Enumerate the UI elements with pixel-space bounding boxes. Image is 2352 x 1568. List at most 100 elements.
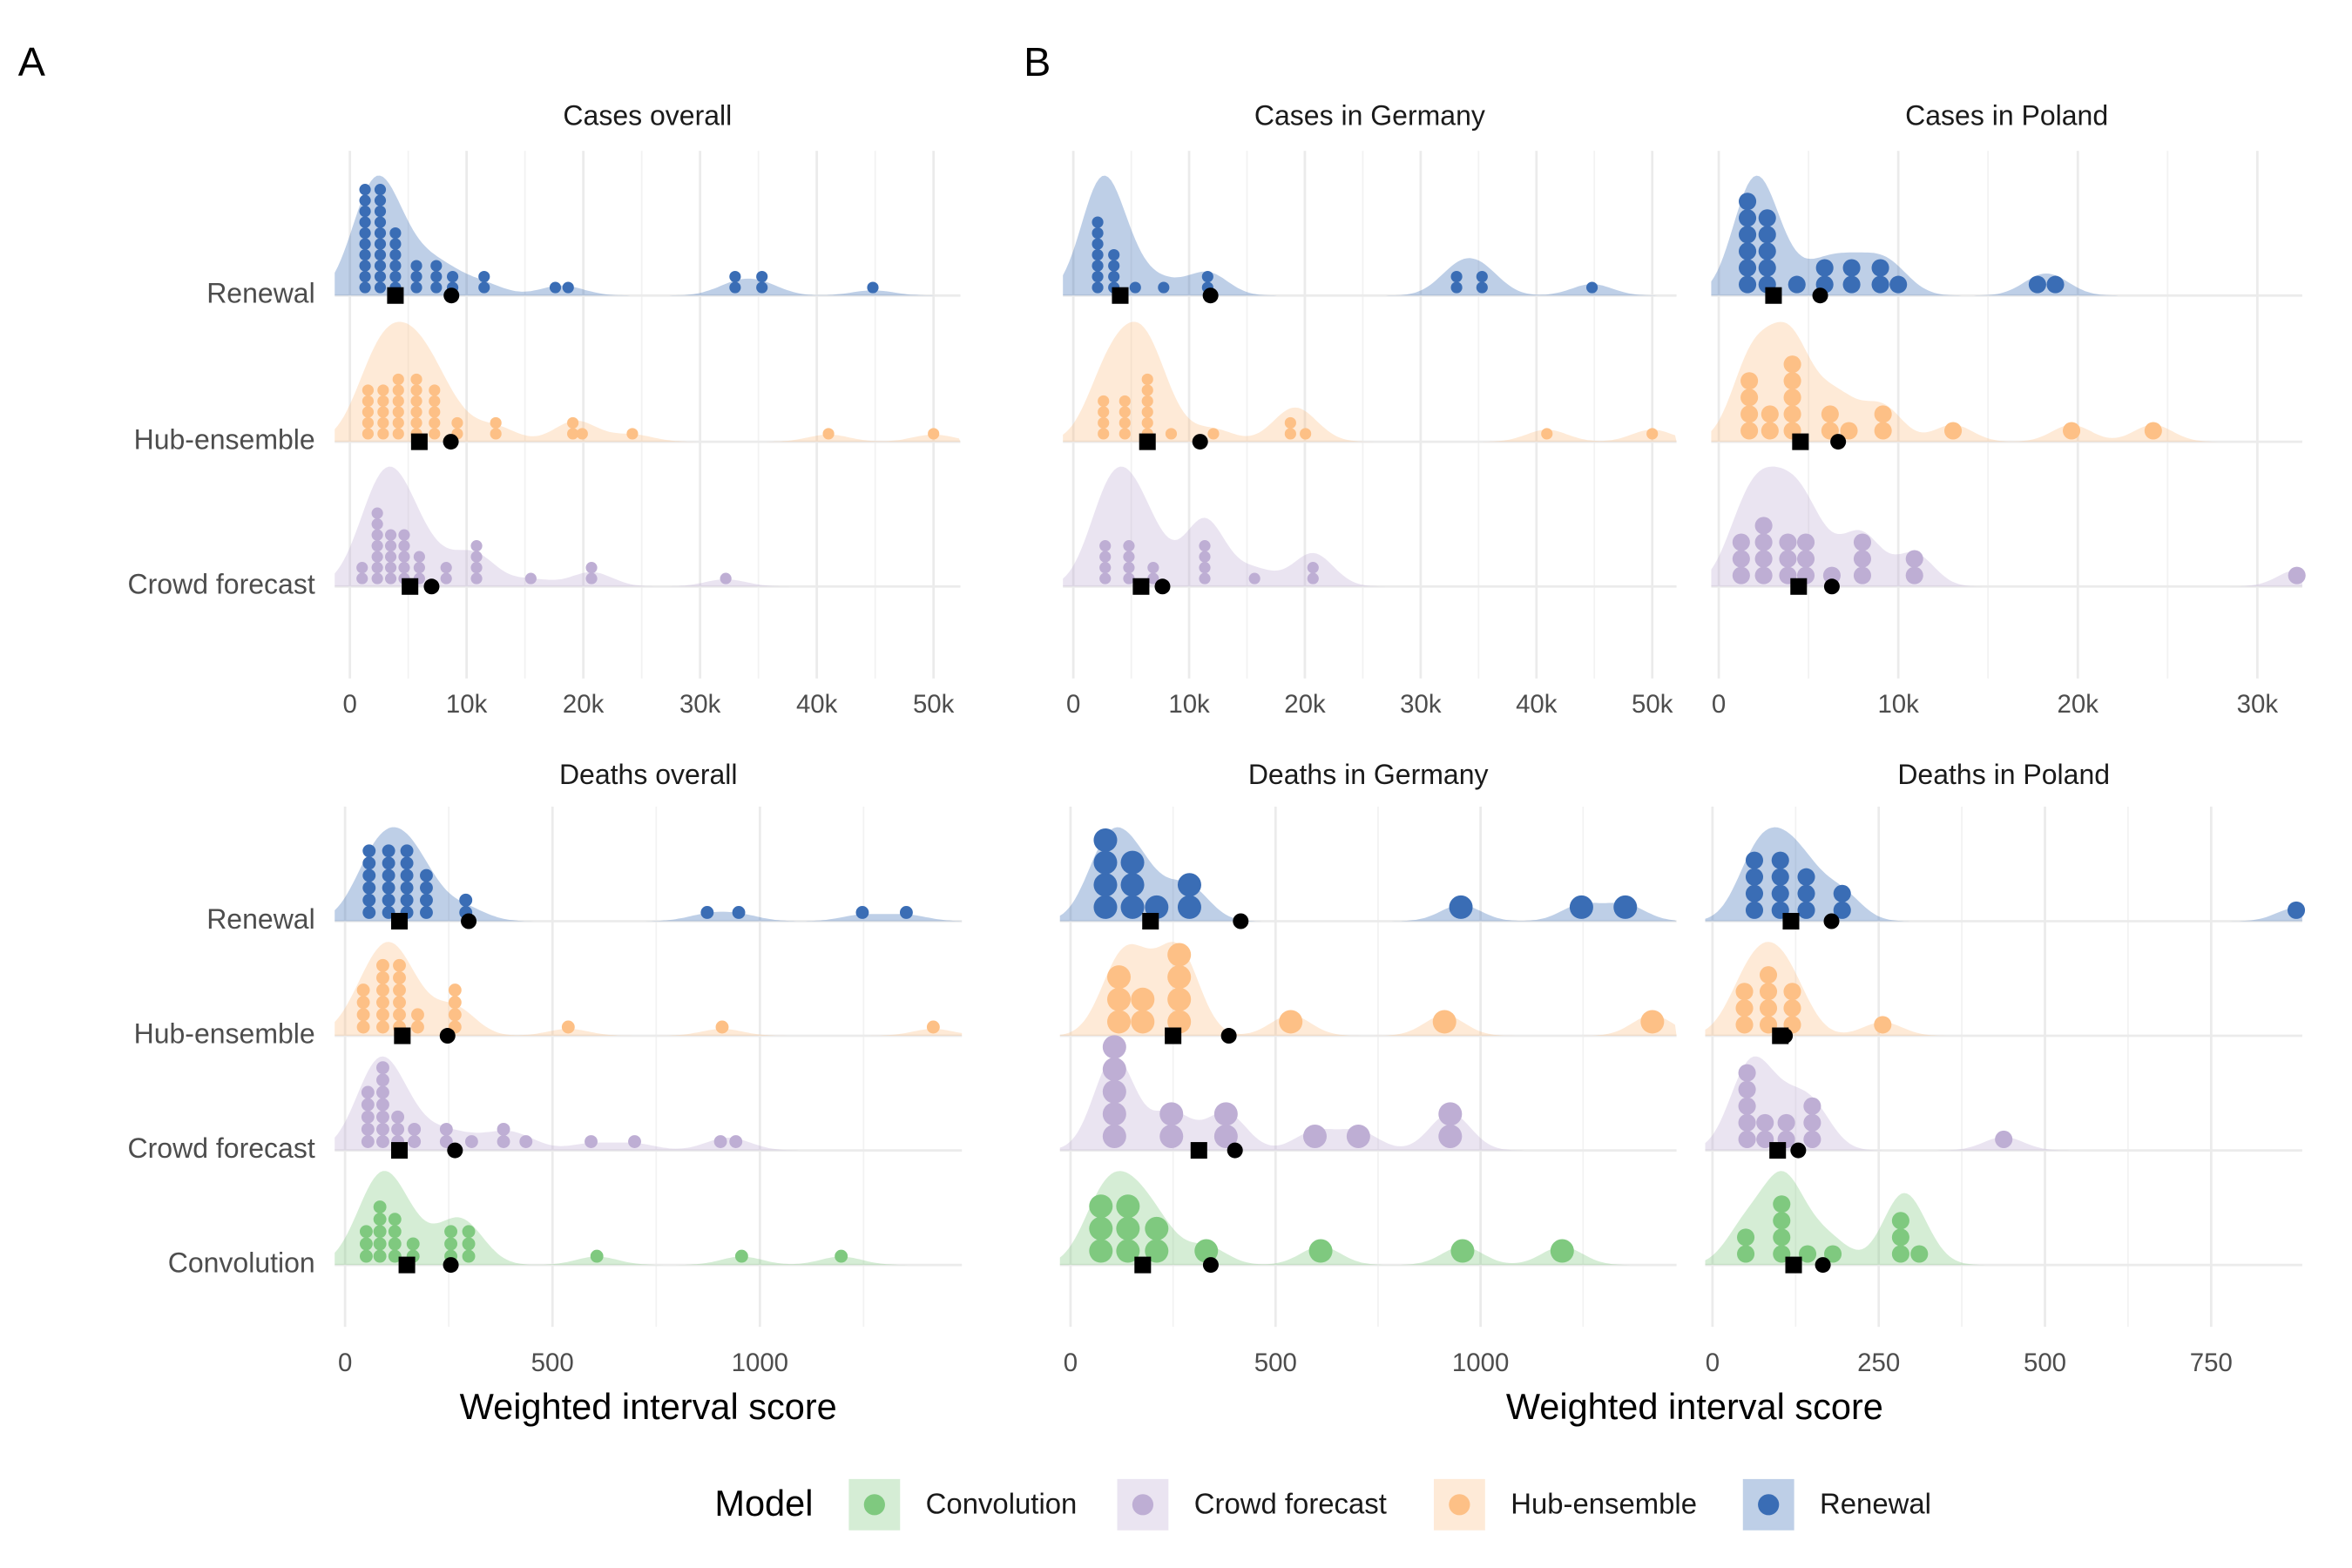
dot <box>1147 562 1159 574</box>
dot <box>490 428 502 440</box>
dot <box>1194 1239 1219 1263</box>
dot <box>429 395 441 408</box>
dot <box>1141 406 1153 418</box>
dot <box>822 428 835 440</box>
dot <box>362 893 376 907</box>
square-marker <box>1790 578 1808 595</box>
dot <box>376 1110 389 1124</box>
dot <box>389 238 402 250</box>
dot <box>373 1225 387 1239</box>
dot <box>926 1020 940 1034</box>
legend-dot <box>1758 1494 1780 1516</box>
dot <box>420 893 433 907</box>
square-marker <box>1782 912 1800 930</box>
x-tick-label: 10k <box>446 690 488 719</box>
dot <box>1131 987 1155 1011</box>
dot <box>374 281 387 294</box>
dot <box>376 970 389 984</box>
circle-marker <box>1192 434 1208 450</box>
x-tick-label: 750 <box>2190 1348 2233 1377</box>
x-tick-label: 1000 <box>732 1348 788 1377</box>
dot <box>1159 1102 1184 1126</box>
dot <box>359 281 371 294</box>
panel-title: Cases in Poland <box>1905 99 2108 131</box>
dot <box>1739 242 1757 260</box>
dot <box>1840 422 1858 440</box>
dot <box>1213 1102 1238 1126</box>
circle-marker <box>423 578 440 595</box>
dot <box>1102 1058 1126 1082</box>
dot <box>1943 422 1963 440</box>
dot <box>359 260 371 272</box>
dot <box>470 551 483 563</box>
dot <box>1783 999 1801 1017</box>
dot <box>400 868 414 882</box>
dot <box>382 881 395 895</box>
legend-dot <box>1449 1494 1470 1516</box>
dot <box>1092 270 1104 283</box>
dot <box>374 260 387 272</box>
dot <box>1738 1080 1756 1098</box>
dot <box>1569 895 1593 919</box>
dot <box>1093 850 1118 875</box>
dot <box>1646 428 1659 440</box>
dot <box>478 270 490 283</box>
square-marker <box>387 287 404 304</box>
dot <box>490 416 502 429</box>
dot <box>1889 275 1908 294</box>
dot <box>1783 983 1801 1001</box>
dot <box>1213 1124 1238 1148</box>
dot <box>429 428 441 440</box>
dot <box>356 572 368 585</box>
dot <box>1199 562 1211 574</box>
dot <box>420 868 433 882</box>
dot <box>1613 895 1638 919</box>
dot <box>429 406 441 418</box>
dot <box>1201 270 1213 283</box>
y-tick-label: Convolution <box>168 1247 315 1279</box>
dot <box>359 1249 373 1263</box>
x-tick-label: 20k <box>2058 690 2099 719</box>
dot <box>420 906 433 919</box>
dot <box>1745 884 1764 902</box>
legend-dot <box>1132 1494 1154 1516</box>
dot <box>1797 901 1815 919</box>
dot <box>1099 540 1112 552</box>
dot <box>1141 395 1153 408</box>
dot <box>1797 868 1815 886</box>
square-marker <box>394 1027 411 1044</box>
dot <box>1098 406 1110 418</box>
dot <box>734 1249 748 1263</box>
dot <box>392 395 404 408</box>
dot <box>1438 1102 1463 1126</box>
circle-marker <box>1220 1028 1237 1044</box>
dot <box>382 856 395 870</box>
dot <box>1824 1245 1842 1263</box>
dot <box>389 227 402 240</box>
circle-marker <box>1202 287 1219 304</box>
dot <box>362 881 376 895</box>
dot <box>356 996 370 1010</box>
dot <box>855 906 869 919</box>
dot <box>1167 987 1192 1011</box>
dot <box>376 996 389 1010</box>
panel-title: Cases in Germany <box>1254 99 1485 131</box>
dot <box>1758 226 1776 244</box>
dot <box>362 406 374 418</box>
dot <box>1842 259 1861 277</box>
dot <box>628 1135 641 1148</box>
dot <box>376 958 389 972</box>
density <box>1705 827 2302 922</box>
dot <box>362 395 374 408</box>
dot <box>410 416 422 429</box>
dot <box>497 1122 510 1136</box>
dot <box>356 1008 370 1022</box>
square-marker <box>1792 433 1809 450</box>
dot <box>374 227 387 240</box>
dot <box>393 970 406 984</box>
dot <box>1116 1216 1140 1240</box>
dot <box>1141 384 1153 396</box>
dot <box>470 540 483 552</box>
y-tick-label: Crowd forecast <box>128 569 315 600</box>
dot <box>1108 270 1120 283</box>
